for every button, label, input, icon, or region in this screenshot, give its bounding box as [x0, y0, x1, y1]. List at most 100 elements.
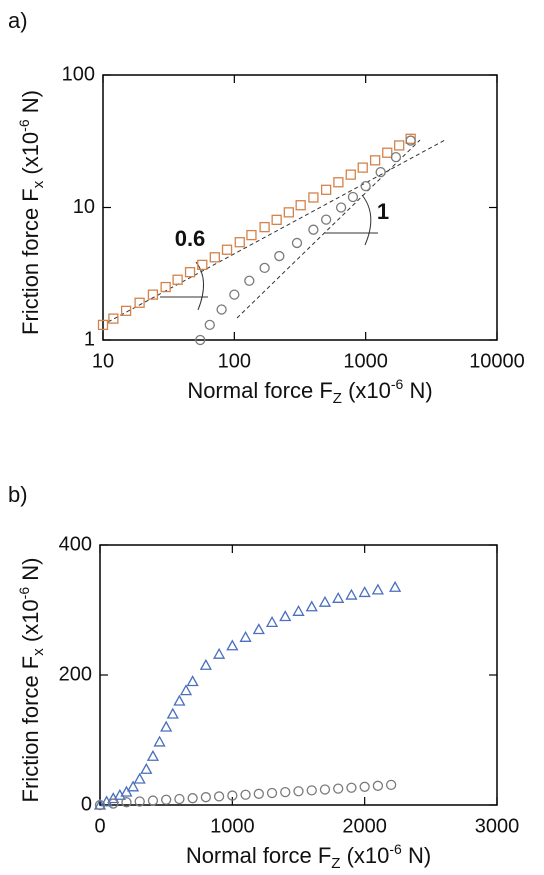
triangle-marker	[279, 610, 292, 622]
square-marker	[295, 200, 306, 211]
square-marker	[333, 177, 344, 188]
triangle-marker	[371, 583, 385, 595]
label-part: Normal force F	[187, 378, 332, 403]
triangle-marker	[160, 720, 173, 732]
square-marker	[234, 237, 245, 248]
label-part: N)	[18, 558, 43, 587]
triangle-marker	[265, 616, 279, 627]
circle-marker	[94, 799, 106, 811]
circle-marker	[293, 786, 304, 797]
circle-marker	[274, 250, 285, 262]
plot-frame	[102, 74, 498, 341]
circle-marker	[347, 191, 359, 203]
label-part: -6	[389, 841, 402, 857]
circle-marker	[320, 214, 332, 225]
circle-marker	[229, 289, 240, 300]
circle-marker	[390, 151, 402, 163]
circle-marker	[385, 779, 397, 790]
triangle-marker	[146, 749, 160, 761]
circle-marker	[187, 793, 198, 804]
triangle-marker	[239, 630, 252, 642]
triangle-marker	[212, 647, 226, 659]
y-tick-label: 0	[81, 793, 92, 815]
circle-marker	[280, 786, 291, 798]
slope-arc	[361, 194, 372, 246]
label-part: (x10	[18, 599, 43, 648]
x-tick-label: 1000	[210, 815, 255, 837]
square-marker	[108, 313, 119, 324]
gray-fit-line	[236, 139, 421, 319]
square-marker	[221, 244, 233, 255]
circle-marker	[174, 793, 185, 805]
triangle-marker	[388, 580, 402, 592]
circle-marker	[360, 180, 371, 192]
triangle-marker	[133, 772, 146, 784]
plot-frame	[99, 544, 498, 806]
panel-label: a)	[8, 8, 28, 33]
y-axis-label: Friction force Fx (x10-6 N)	[16, 90, 47, 335]
triangle-marker	[120, 785, 133, 797]
square-marker	[259, 221, 270, 233]
triangle-marker	[318, 595, 332, 607]
circle-marker	[405, 135, 416, 146]
series	[94, 779, 397, 811]
label-part: x	[30, 648, 47, 656]
circle-marker	[213, 791, 225, 802]
square-marker	[209, 252, 220, 263]
x-tick-label: 2000	[342, 815, 387, 837]
triangle-marker	[173, 694, 186, 706]
label-part: Friction force F	[18, 188, 43, 335]
circle-marker	[308, 224, 319, 235]
y-tick-label: 1	[84, 328, 95, 350]
circle-marker	[204, 319, 215, 331]
label-part: N)	[402, 843, 431, 868]
circle-marker	[240, 789, 251, 800]
circle-marker	[375, 166, 386, 178]
circle-marker	[108, 798, 119, 809]
label-part: Normal force F	[186, 843, 331, 868]
triangle-marker	[305, 600, 318, 612]
triangle-marker	[292, 604, 305, 616]
triangle-marker	[358, 586, 371, 598]
label-part: -6	[16, 119, 32, 132]
triangle-marker	[226, 639, 239, 651]
label-part: -6	[391, 376, 404, 392]
square-marker	[382, 147, 393, 158]
label-part: Z	[331, 855, 340, 872]
square-marker	[184, 267, 196, 278]
square-marker	[320, 184, 332, 195]
series	[93, 580, 402, 810]
square-marker	[97, 319, 109, 331]
y-axis-label: Friction force Fx (x10-6 N)	[16, 558, 47, 803]
x-axis-label: Normal force FZ (x10-6 N)	[186, 841, 431, 872]
triangle-marker	[252, 623, 265, 635]
orange-fit-line	[107, 139, 446, 323]
circle-marker	[259, 262, 270, 274]
x-tick-label: 10	[92, 350, 114, 372]
label-part: (x10	[342, 378, 391, 403]
square-marker	[308, 192, 319, 203]
label-part: -6	[16, 587, 32, 600]
circle-marker	[306, 785, 317, 796]
circle-marker	[291, 237, 303, 249]
triangle-marker	[186, 675, 199, 687]
y-tick-label: 400	[59, 533, 92, 555]
triangle-marker	[332, 591, 345, 603]
circle-marker	[346, 782, 357, 793]
y-tick-label: 100	[62, 63, 95, 85]
triangle-marker	[199, 658, 212, 670]
circle-marker	[121, 797, 132, 808]
square-marker	[134, 297, 145, 308]
x-tick-label: 3000	[475, 815, 520, 837]
circle-marker	[266, 787, 278, 799]
circle-marker	[319, 784, 331, 795]
square-marker	[197, 259, 208, 271]
circle-marker	[359, 781, 370, 792]
slope-annotation: 0.6	[175, 226, 206, 251]
y-tick-label: 10	[73, 196, 95, 218]
series	[195, 135, 416, 346]
square-marker	[160, 281, 171, 293]
circle-marker	[134, 796, 145, 807]
